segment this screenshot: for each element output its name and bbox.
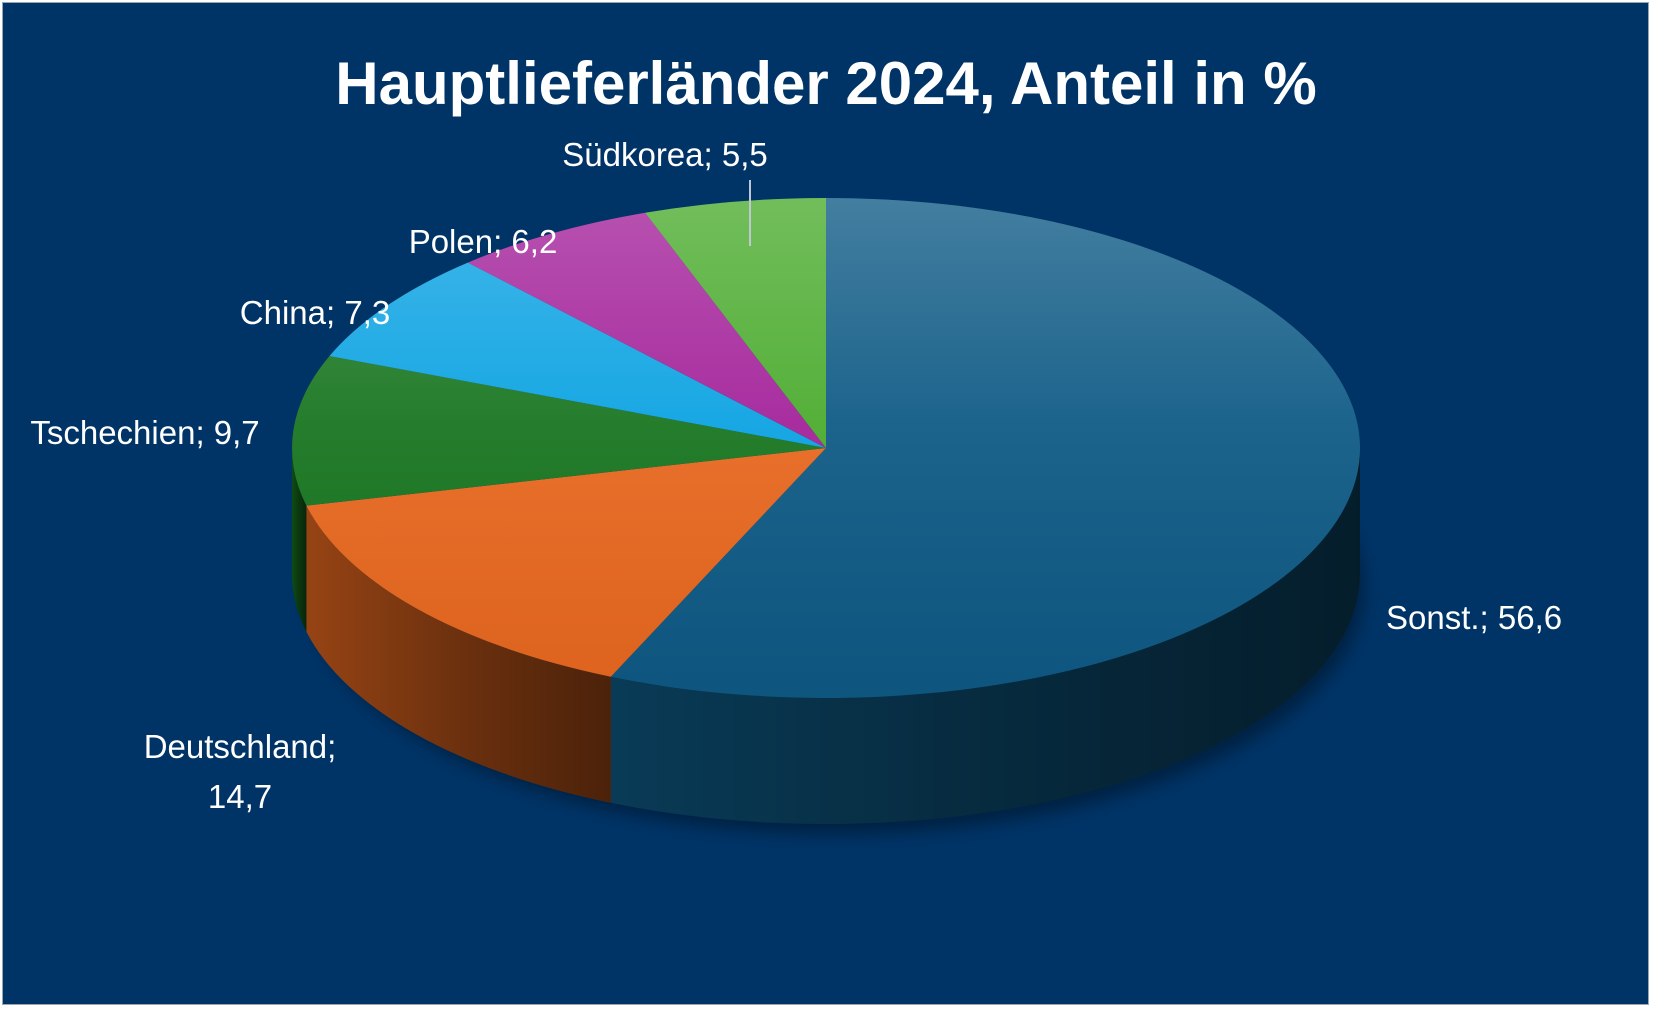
label-polen: Polen; 6,2 [409,223,558,260]
pie-sides [292,448,1360,824]
label-sudkorea: Südkorea; 5,5 [562,136,767,173]
label-tschechien: Tschechien; 9,7 [30,414,259,451]
label-sonst: Sonst.; 56,6 [1386,599,1562,636]
slice-side-deutschland-shade [306,505,611,803]
slice-side-tschechien-shade [292,448,307,632]
pie-top-gloss [292,198,1360,698]
label-china: China; 7,3 [240,294,390,331]
slice-side-sonst-shade [610,448,1360,824]
chart-title: Hauptlieferländer 2024, Anteil in % [335,50,1316,117]
pie-top [292,198,1360,698]
label-deutschland-name: Deutschland; [144,728,337,765]
label-deutschland-value: 14,7 [208,778,272,815]
data-labels: Sonst.; 56,6 Deutschland; 14,7 Tschechien; … [30,136,1562,815]
